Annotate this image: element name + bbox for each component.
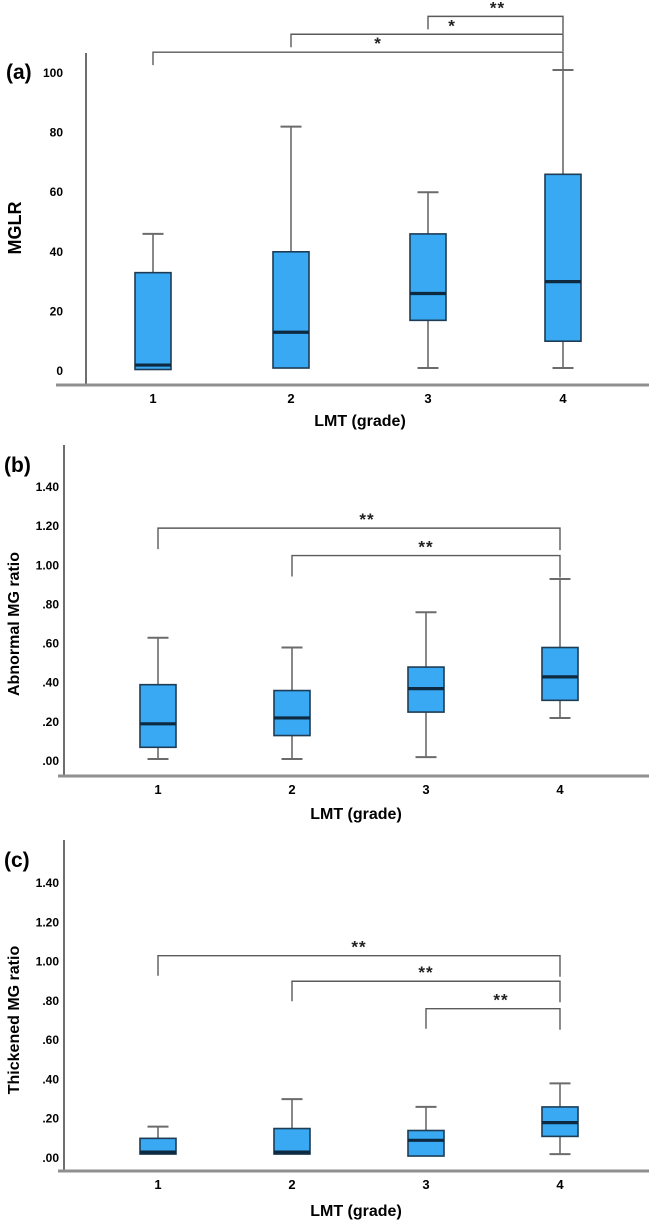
- box-grade-1: [139, 1125, 177, 1155]
- y-tick-label: .60: [42, 637, 59, 651]
- box-grade-4: [544, 69, 582, 370]
- x-axis-title: LMT (grade): [314, 413, 406, 430]
- y-tick-label: .80: [42, 597, 59, 611]
- significance-bracket: [291, 554, 561, 578]
- y-tick-label: .00: [42, 1151, 59, 1165]
- category-label: 2: [287, 391, 294, 406]
- x-axis-title: LMT (grade): [310, 1203, 402, 1220]
- y-tick-label: .20: [42, 1112, 59, 1126]
- y-tick-label: 1.00: [36, 955, 60, 969]
- box-rect: [409, 233, 447, 322]
- y-tick-label: 40: [50, 245, 64, 259]
- y-tick-label: .80: [42, 994, 59, 1008]
- category-label: 2: [288, 782, 295, 797]
- y-tick-label: .40: [42, 676, 59, 690]
- significance-bracket: [425, 1008, 561, 1030]
- panel-letter: (a): [6, 61, 32, 84]
- box-rect: [134, 271, 172, 371]
- box-rect: [544, 173, 582, 343]
- significance-label: **: [359, 510, 374, 529]
- y-axis-title: Abnormal MG ratio: [6, 552, 23, 696]
- box-grade-3: [407, 611, 445, 759]
- box-grade-1: [139, 636, 177, 761]
- y-tick-label: 1.40: [36, 876, 60, 890]
- y-tick-label: .00: [42, 754, 59, 768]
- box-rect: [139, 683, 177, 749]
- box-rect: [541, 646, 579, 702]
- y-tick-label: 1.00: [36, 558, 60, 572]
- significance-label: **: [490, 0, 505, 17]
- significance-label: *: [448, 16, 456, 35]
- significance-label: **: [418, 538, 433, 557]
- significance-bracket: [152, 51, 564, 70]
- box-grade-1: [134, 232, 172, 371]
- box-grade-3: [407, 1105, 445, 1157]
- y-tick-label: 80: [50, 126, 64, 140]
- panel-letter: (c): [4, 849, 30, 872]
- panel-c: (c) .00 .20 .40 .60 .80 1.00 1.20 1.40 1 2 3 4 LMT (g…: [4, 840, 649, 1220]
- box-grade-2: [272, 125, 310, 369]
- y-tick-label: 1.40: [36, 480, 60, 494]
- category-label: 3: [424, 391, 431, 406]
- category-label: 1: [154, 1177, 161, 1192]
- y-tick-label: 100: [43, 66, 63, 80]
- box-grade-2: [273, 1098, 311, 1155]
- significance-bracket: [157, 955, 561, 977]
- y-tick-label: .40: [42, 1072, 59, 1086]
- significance-label: **: [493, 991, 508, 1010]
- significance-bracket: [157, 527, 561, 551]
- significance-label: **: [418, 963, 433, 982]
- y-tick-label: .60: [42, 1033, 59, 1047]
- y-tick-label: 60: [50, 185, 64, 199]
- category-label: 4: [559, 391, 567, 406]
- category-label: 4: [556, 782, 564, 797]
- x-axis-title: LMT (grade): [310, 806, 402, 823]
- box-grade-2: [273, 646, 311, 761]
- category-label: 3: [422, 1177, 429, 1192]
- box-rect: [272, 251, 310, 369]
- box-grade-3: [409, 191, 447, 370]
- y-tick-label: 0: [56, 364, 63, 378]
- box-rect: [139, 1137, 177, 1155]
- category-label: 3: [422, 782, 429, 797]
- category-label: 2: [288, 1177, 295, 1192]
- box-rect: [407, 1129, 445, 1157]
- significance-bracket: [290, 33, 564, 52]
- y-tick-label: 1.20: [36, 519, 60, 533]
- significance-bracket: [291, 980, 561, 1003]
- panel-letter: (b): [4, 454, 31, 477]
- y-tick-label: .20: [42, 715, 59, 729]
- box-grade-4: [541, 1082, 579, 1156]
- category-label: 1: [154, 782, 161, 797]
- y-tick-label: 1.20: [36, 915, 60, 929]
- significance-bracket: [427, 15, 564, 34]
- box-rect: [273, 1127, 311, 1155]
- box-rect: [273, 689, 311, 737]
- panel-b: (b) .00 .20 .40 .60 .80 1.00 1.20 1.40 1 2 3 4 LMT (g…: [4, 445, 649, 823]
- category-label: 1: [149, 391, 156, 406]
- significance-label: **: [351, 938, 366, 957]
- box-grade-4: [541, 577, 579, 719]
- significance-label: *: [374, 34, 382, 53]
- category-label: 4: [556, 1177, 564, 1192]
- y-tick-label: 20: [50, 304, 64, 318]
- y-axis-title: MGLR: [5, 202, 25, 255]
- y-axis-title: Thickened MG ratio: [6, 946, 23, 1095]
